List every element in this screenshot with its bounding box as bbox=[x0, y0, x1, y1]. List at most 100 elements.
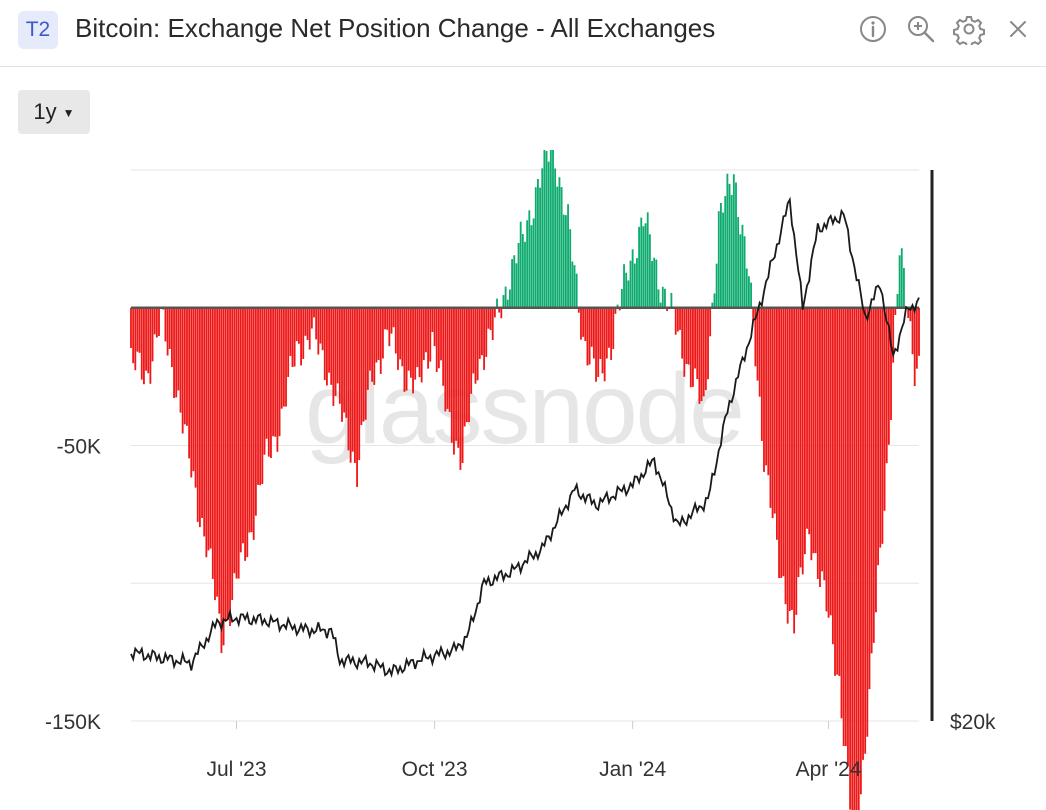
net-position-bar bbox=[349, 307, 352, 463]
net-position-bar bbox=[166, 307, 169, 356]
net-position-bar bbox=[859, 307, 862, 795]
net-position-bar bbox=[879, 307, 882, 548]
net-position-bar bbox=[741, 224, 744, 308]
net-position-bar bbox=[285, 307, 287, 407]
net-position-bar bbox=[558, 177, 561, 308]
net-position-bar bbox=[847, 307, 849, 767]
net-position-bar bbox=[831, 307, 834, 645]
net-position-bar bbox=[836, 307, 839, 675]
net-position-bar bbox=[229, 307, 231, 627]
net-position-bar bbox=[483, 307, 486, 370]
net-position-bar bbox=[198, 307, 201, 528]
net-position-bar bbox=[814, 307, 817, 554]
net-position-bar bbox=[448, 307, 451, 412]
net-position-bar bbox=[743, 236, 746, 308]
net-position-bar bbox=[903, 267, 905, 308]
net-position-bar bbox=[913, 307, 916, 387]
net-position-bar bbox=[819, 307, 821, 587]
net-position-bar bbox=[239, 307, 242, 553]
net-position-bar bbox=[203, 307, 206, 537]
gear-icon[interactable] bbox=[953, 13, 985, 45]
net-position-bar bbox=[834, 307, 836, 676]
net-position-bar bbox=[287, 307, 290, 377]
watermark: glassnode bbox=[305, 353, 743, 465]
net-position-bar bbox=[545, 150, 548, 308]
net-position-bar bbox=[498, 307, 501, 313]
net-position-bar bbox=[803, 307, 806, 555]
net-position-bar bbox=[788, 307, 791, 612]
net-position-bar bbox=[907, 307, 910, 318]
net-position-bar bbox=[881, 307, 884, 544]
info-icon[interactable] bbox=[857, 13, 889, 45]
net-position-bar bbox=[298, 307, 300, 344]
net-position-bar bbox=[276, 307, 279, 452]
net-position-bar bbox=[618, 307, 621, 311]
net-position-bar bbox=[638, 226, 641, 308]
net-position-bar bbox=[186, 307, 188, 426]
net-position-bar bbox=[575, 273, 578, 308]
net-position-bar bbox=[711, 302, 714, 308]
net-position-bar bbox=[211, 307, 214, 579]
net-position-bar bbox=[293, 307, 296, 367]
net-position-bar bbox=[614, 307, 617, 314]
net-position-bar bbox=[220, 307, 223, 654]
net-position-bar bbox=[603, 307, 606, 382]
net-position-bar bbox=[366, 307, 369, 390]
net-position-bar bbox=[143, 307, 145, 385]
net-position-bar bbox=[696, 307, 699, 380]
net-position-bar bbox=[446, 307, 449, 409]
net-position-bar bbox=[842, 307, 845, 746]
price-line bbox=[130, 196, 920, 678]
net-position-bar bbox=[427, 307, 430, 369]
net-position-bar bbox=[862, 307, 864, 760]
net-position-bar bbox=[739, 234, 742, 308]
net-position-bar bbox=[592, 307, 595, 359]
net-position-bar bbox=[384, 307, 386, 330]
net-position-bar bbox=[183, 307, 186, 425]
net-position-bar bbox=[343, 307, 346, 413]
zoom-in-icon[interactable] bbox=[905, 13, 937, 45]
net-position-bar bbox=[394, 307, 397, 354]
net-position-bar bbox=[295, 307, 298, 342]
net-position-bar bbox=[877, 307, 880, 566]
net-position-bar bbox=[564, 215, 567, 308]
net-position-bar bbox=[496, 298, 498, 308]
net-position-bar bbox=[175, 307, 178, 398]
net-position-bar bbox=[453, 307, 455, 455]
net-position-bar bbox=[177, 307, 180, 391]
net-position-bar bbox=[700, 307, 703, 402]
net-position-bar bbox=[409, 307, 412, 378]
net-position-bar bbox=[586, 307, 589, 366]
net-position-bar bbox=[362, 307, 365, 422]
net-position-bar bbox=[153, 307, 156, 335]
net-position-bar bbox=[474, 307, 477, 384]
net-position-bar bbox=[403, 307, 406, 392]
net-position-bar bbox=[526, 220, 529, 308]
net-position-bar bbox=[476, 307, 479, 381]
net-position-bar bbox=[188, 307, 191, 459]
net-position-bar bbox=[310, 307, 313, 329]
time-range-dropdown[interactable]: 1y ▼ bbox=[18, 90, 90, 134]
net-position-bar bbox=[554, 168, 557, 308]
net-position-bar bbox=[248, 307, 251, 533]
net-position-bar bbox=[534, 187, 537, 308]
net-position-bar bbox=[511, 259, 513, 308]
net-position-bar bbox=[599, 307, 602, 359]
net-position-bar bbox=[653, 257, 656, 308]
net-position-bar bbox=[549, 150, 552, 308]
net-position-bar bbox=[455, 307, 458, 441]
net-position-bar bbox=[849, 307, 852, 810]
net-position-bar bbox=[857, 307, 860, 810]
net-position-bar bbox=[190, 307, 193, 478]
net-position-bar bbox=[444, 307, 447, 412]
net-position-bar bbox=[702, 307, 705, 397]
net-position-bar bbox=[470, 307, 473, 394]
net-position-bar bbox=[472, 307, 475, 374]
net-position-bar bbox=[625, 272, 628, 308]
net-position-bar bbox=[336, 307, 339, 384]
x-tick-label: Apr '24 bbox=[796, 758, 862, 781]
net-position-bar bbox=[246, 307, 249, 558]
net-position-bar bbox=[332, 307, 335, 406]
net-position-bar bbox=[347, 307, 350, 451]
close-icon[interactable] bbox=[1002, 13, 1034, 45]
